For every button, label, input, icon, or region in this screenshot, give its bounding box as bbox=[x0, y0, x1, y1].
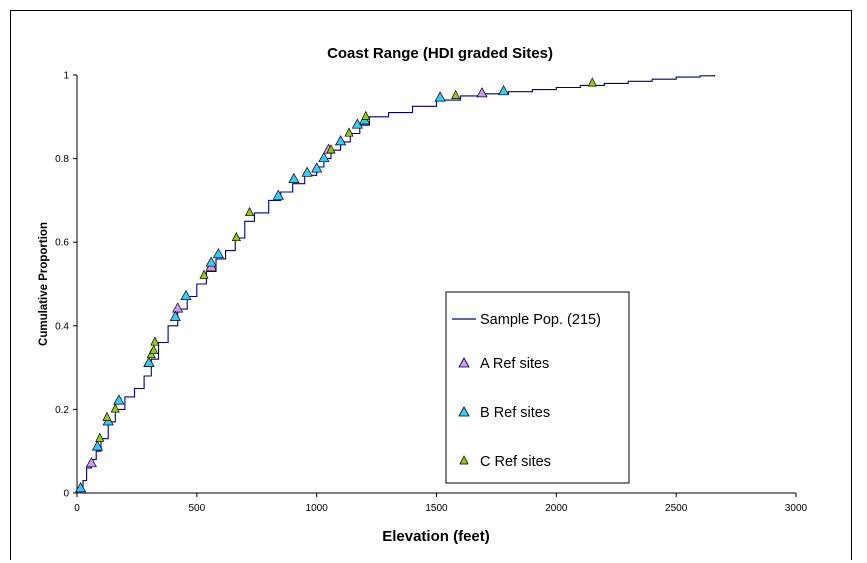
marker-b-ref bbox=[143, 356, 155, 367]
marker-b-ref bbox=[91, 440, 103, 451]
chart-frame bbox=[10, 10, 852, 560]
x-tick-label: 2000 bbox=[545, 503, 568, 514]
legend-label-a: A Ref sites bbox=[480, 356, 549, 372]
marker-c-ref bbox=[95, 432, 105, 442]
x-tick-label: 1000 bbox=[306, 503, 329, 514]
x-tick-label: 1500 bbox=[425, 503, 448, 514]
x-tick-label: 3000 bbox=[785, 503, 808, 514]
marker-b-ref bbox=[75, 482, 87, 493]
series-layer bbox=[75, 75, 716, 494]
marker-c-ref bbox=[361, 110, 371, 120]
marker-c-ref bbox=[149, 344, 159, 354]
marker-b-ref bbox=[212, 248, 224, 259]
marker-b-ref bbox=[169, 310, 181, 321]
marker-b-ref bbox=[288, 172, 300, 183]
marker-b-ref bbox=[434, 91, 446, 102]
y-tick-label: 0 bbox=[63, 489, 69, 500]
marker-b-ref bbox=[311, 162, 323, 173]
x-tick-label: 500 bbox=[188, 503, 205, 514]
legend-marker-b bbox=[458, 406, 470, 417]
y-tick-label: 1 bbox=[63, 71, 69, 82]
legend-label-c: C Ref sites bbox=[480, 454, 551, 470]
y-tick-label: 0.6 bbox=[55, 238, 69, 249]
marker-b-ref bbox=[272, 189, 284, 200]
marker-c-ref bbox=[150, 336, 160, 346]
marker-c-ref bbox=[326, 144, 336, 154]
legend-marker-a bbox=[458, 357, 470, 368]
marker-a-ref bbox=[172, 302, 184, 313]
legend: Sample Pop. (215) A Ref sites B Ref site… bbox=[445, 291, 630, 484]
marker-c-ref bbox=[231, 231, 241, 242]
x-axis-label: Elevation (feet) bbox=[382, 528, 490, 545]
marker-c-ref bbox=[110, 403, 120, 413]
plot-area bbox=[77, 75, 796, 493]
y-tick-label: 0.4 bbox=[55, 321, 69, 332]
x-axis-ticks: 0 500 1000 1500 2000 2500 3000 bbox=[74, 493, 808, 514]
marker-c-ref bbox=[102, 411, 112, 421]
marker-b-ref bbox=[301, 166, 313, 177]
marker-c-ref bbox=[451, 89, 461, 99]
marker-c-ref bbox=[245, 206, 255, 217]
marker-b-ref bbox=[335, 135, 347, 146]
legend-label-sample: Sample Pop. (215) bbox=[480, 312, 601, 328]
legend-box bbox=[445, 291, 630, 484]
marker-c-ref bbox=[587, 77, 597, 87]
y-axis-label: Cumulative Proportion bbox=[38, 222, 50, 346]
legend-marker-c bbox=[459, 455, 469, 465]
marker-a-ref bbox=[476, 87, 488, 98]
marker-b-ref bbox=[180, 289, 192, 300]
y-axis-ticks: 0 0.2 0.4 0.6 0.8 1 bbox=[55, 71, 77, 500]
marker-b-ref bbox=[205, 256, 217, 267]
y-tick-label: 0.8 bbox=[55, 154, 69, 165]
marker-a-ref bbox=[85, 457, 97, 468]
marker-c-ref bbox=[199, 269, 209, 279]
marker-b-ref bbox=[498, 85, 510, 96]
marker-c-ref bbox=[344, 127, 354, 137]
marker-b-ref bbox=[318, 151, 330, 163]
x-tick-label: 2500 bbox=[665, 503, 688, 514]
chart-title: Coast Range (HDI graded Sites) bbox=[327, 45, 553, 62]
y-tick-label: 0.2 bbox=[55, 405, 69, 416]
legend-label-b: B Ref sites bbox=[480, 405, 550, 421]
series-line-sample-pop bbox=[77, 75, 716, 494]
marker-b-ref bbox=[113, 394, 125, 405]
x-tick-label: 0 bbox=[74, 503, 80, 514]
